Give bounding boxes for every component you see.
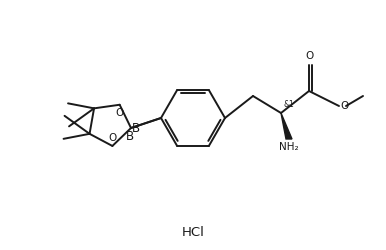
Text: O: O [108,133,117,143]
Text: NH₂: NH₂ [279,142,299,152]
Text: &1: &1 [284,100,295,109]
Polygon shape [281,113,292,139]
Text: HCl: HCl [181,226,205,238]
Text: O: O [340,101,348,111]
Text: O: O [115,108,124,118]
Text: B: B [126,130,134,143]
Text: O: O [305,51,313,61]
Text: B: B [132,122,140,134]
